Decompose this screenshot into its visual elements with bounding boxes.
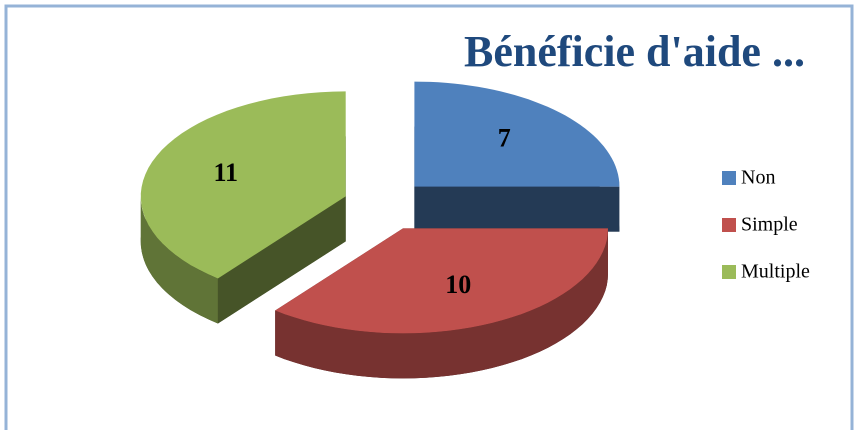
legend-swatch [722,218,736,232]
slice-top [275,228,608,334]
chart-title: Bénéficie d'aide ... [464,27,805,76]
data-label: 7 [498,124,511,153]
slice-top [140,91,346,279]
slice-side [275,228,608,379]
legend-swatch [722,171,736,185]
legend-label: Non [741,167,775,189]
pie-slice [140,91,346,324]
slice-side [140,196,218,324]
slice-top [414,81,620,187]
pie-slice [275,228,608,379]
data-label: 10 [445,270,471,299]
legend-swatch [722,265,736,279]
data-label: 11 [213,158,238,187]
legend-label: Multiple [741,261,810,283]
slice-wall [217,196,346,324]
legend-label: Simple [741,214,798,236]
legend: Non Simple Multiple [722,167,810,283]
pie-slice [414,81,620,232]
slice-wall [414,186,620,232]
pie: 7 11 10 [140,81,620,379]
